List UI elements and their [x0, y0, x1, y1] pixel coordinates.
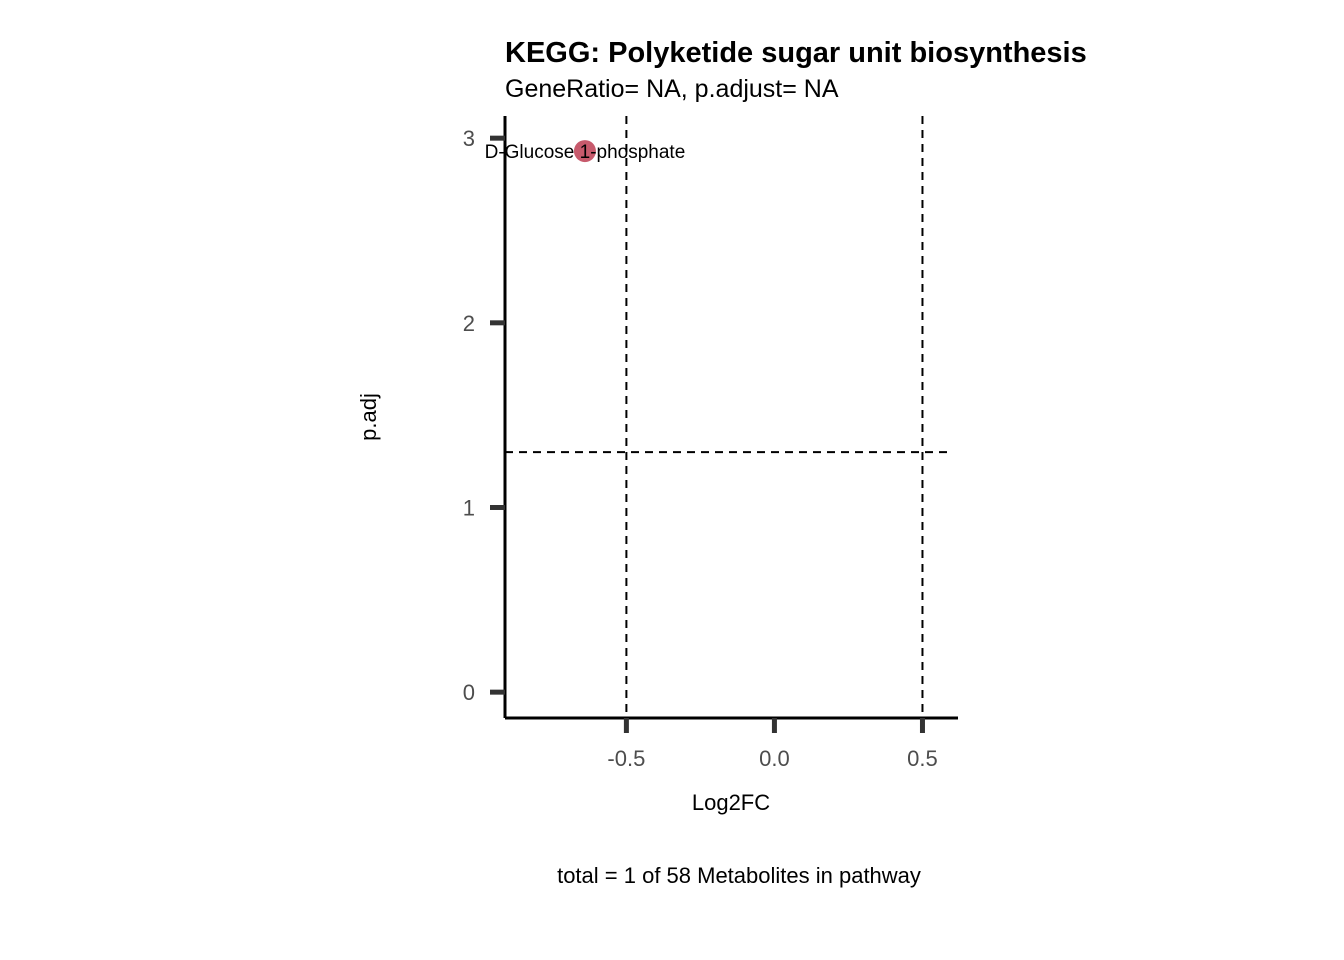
y-tick-label: 2: [463, 311, 475, 336]
chart-title: KEGG: Polyketide sugar unit biosynthesis: [505, 37, 1087, 69]
data-point: [573, 140, 596, 163]
point-label: D-Glucose 1-phosphate: [485, 142, 686, 163]
x-tick-label: 0.5: [907, 746, 938, 771]
x-tick-label: -0.5: [607, 746, 645, 771]
data-points: D-Glucose 1-phosphate: [485, 140, 686, 163]
chart-subtitle: GeneRatio= NA, p.adjust= NA: [505, 75, 839, 103]
y-tick-label: 1: [463, 495, 475, 520]
y-axis-title: p.adj: [356, 393, 381, 441]
y-axis-ticks: 0 1 2 3: [463, 126, 505, 705]
x-axis-ticks: -0.5 0.0 0.5: [607, 718, 938, 771]
x-axis-title: Log2FC: [692, 790, 770, 815]
x-tick-label: 0.0: [759, 746, 790, 771]
reference-lines: [505, 116, 950, 718]
y-tick-label: 3: [463, 126, 475, 151]
chart-caption: total = 1 of 58 Metabolites in pathway: [557, 863, 921, 888]
y-tick-label: 0: [463, 680, 475, 705]
